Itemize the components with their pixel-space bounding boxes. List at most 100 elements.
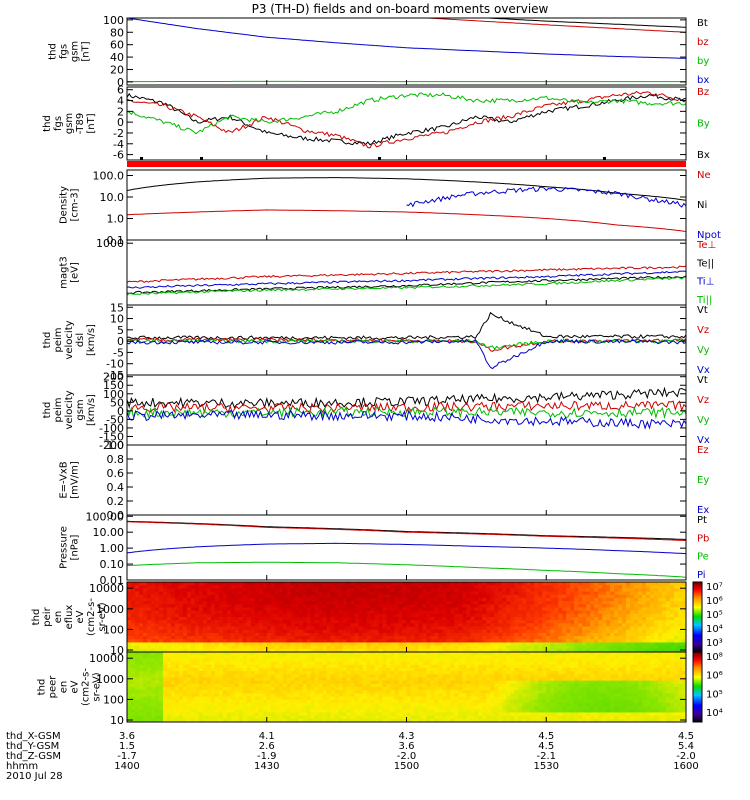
spectrogram-cell [594, 620, 599, 624]
spectrogram-cell [682, 620, 687, 624]
spectrogram-cell [274, 601, 280, 605]
spectrogram-cell [318, 642, 324, 647]
spectrogram-cell [298, 661, 304, 666]
spectrogram-cell [222, 661, 228, 666]
spectrogram-cell [302, 702, 308, 707]
spectrogram-cell [410, 610, 415, 615]
spectrogram-cell [506, 585, 511, 589]
spectrogram-cell [242, 661, 248, 666]
spectrogram-cell [306, 718, 312, 723]
spectrogram-cell [358, 617, 363, 621]
spectrogram-cell [674, 632, 679, 637]
spectrogram-cell [174, 671, 180, 675]
spectrogram-cell [514, 607, 519, 612]
spectrogram-cell [558, 636, 563, 640]
spectrogram-cell [250, 636, 256, 640]
spectrogram-cell [538, 632, 543, 637]
spectrogram-cell [546, 642, 551, 647]
spectrogram-cell [622, 601, 627, 605]
spectrogram-cell [642, 617, 647, 621]
spectrogram-cell [366, 613, 371, 618]
spectrogram-cell [170, 585, 176, 589]
spectrogram-cell [170, 607, 176, 612]
spectrogram-cell [186, 693, 192, 697]
spectrogram-cell [622, 636, 627, 640]
spectrogram-cell [130, 702, 136, 707]
spectrogram-cell [254, 594, 260, 599]
spectrogram-cell [230, 690, 236, 694]
spectrogram-cell [238, 687, 244, 691]
spectrogram-cell [438, 636, 443, 640]
spectrogram-cell [290, 591, 296, 596]
spectrogram-cell [358, 597, 363, 602]
spectrogram-cell [146, 674, 152, 678]
spectrogram-cell [390, 636, 395, 640]
spectrogram-cell [394, 604, 399, 608]
spectrogram-cell [386, 709, 391, 713]
legend-entry: Ni [697, 200, 707, 211]
spectrogram-cell [590, 601, 595, 605]
spectrogram-cell [574, 582, 579, 586]
y-tick-label: 100 [103, 623, 124, 636]
spectrogram-cell [326, 582, 332, 586]
spectrogram-cell [350, 582, 355, 586]
spectrogram-cell [130, 626, 136, 631]
spectrogram-cell [166, 693, 172, 697]
spectrogram-cell [278, 626, 284, 631]
spectrogram-cell [127, 671, 132, 675]
spectrogram-cell [682, 585, 687, 589]
spectrogram-cell [622, 610, 627, 615]
spectrogram-cell [562, 639, 567, 643]
spectrogram-cell [246, 699, 252, 704]
spectrogram-cell [166, 677, 172, 682]
spectrogram-cell [226, 693, 232, 697]
spectrogram-cell [170, 636, 176, 640]
spectrogram-cell [138, 610, 144, 615]
spectrogram-cell [218, 617, 224, 621]
spectrogram-cell [326, 620, 332, 624]
spectrogram-cell [254, 607, 260, 612]
spectrogram-cell [174, 658, 180, 662]
spectrogram-cell [142, 620, 148, 624]
spectrogram-cell [278, 613, 284, 618]
spectrogram-cell [394, 680, 399, 685]
spectrogram-cell [202, 610, 208, 615]
spectrogram-cell [342, 683, 347, 688]
spectrogram-cell [426, 582, 431, 586]
spectrogram-cell [334, 604, 340, 608]
spectrogram-cell [174, 594, 180, 599]
spectrogram-cell [658, 636, 663, 640]
spectrogram-cell [634, 591, 639, 596]
spectrogram-cell [130, 680, 136, 685]
spectrogram-cell [158, 636, 164, 640]
spectrogram-cell [502, 629, 507, 634]
spectrogram-cell [606, 604, 611, 608]
spectrogram-cell [526, 639, 531, 643]
spectrogram-cell [146, 591, 152, 596]
spectrogram-cell [306, 706, 312, 710]
spectrogram-cell [254, 664, 260, 669]
spectrogram-cell [354, 712, 359, 717]
spectrogram-cell [510, 597, 515, 602]
spectrogram-cell [602, 623, 607, 627]
spectrogram-cell [230, 706, 236, 710]
spectrogram-cell [454, 645, 459, 650]
spectrogram-cell [370, 645, 375, 650]
spectrogram-cell [378, 661, 383, 666]
spectrogram-cell [186, 718, 192, 723]
spectrogram-cell [250, 597, 256, 602]
spectrogram-cell [594, 610, 599, 615]
spectrogram-cell [406, 648, 411, 653]
spectrogram-cell [574, 601, 579, 605]
spectrogram-cell [150, 709, 156, 713]
spectrogram-cell [354, 623, 359, 627]
spectrogram-cell [158, 582, 164, 586]
spectrogram-cell [302, 629, 308, 634]
spectrogram-cell [486, 632, 491, 637]
spectrogram-cell [250, 632, 256, 637]
chart-title: P3 (TH-D) fields and on-board moments ov… [252, 2, 549, 16]
spectrogram-cell [246, 693, 252, 697]
spectrogram-cell [330, 629, 336, 634]
spectrogram-cell [550, 597, 555, 602]
